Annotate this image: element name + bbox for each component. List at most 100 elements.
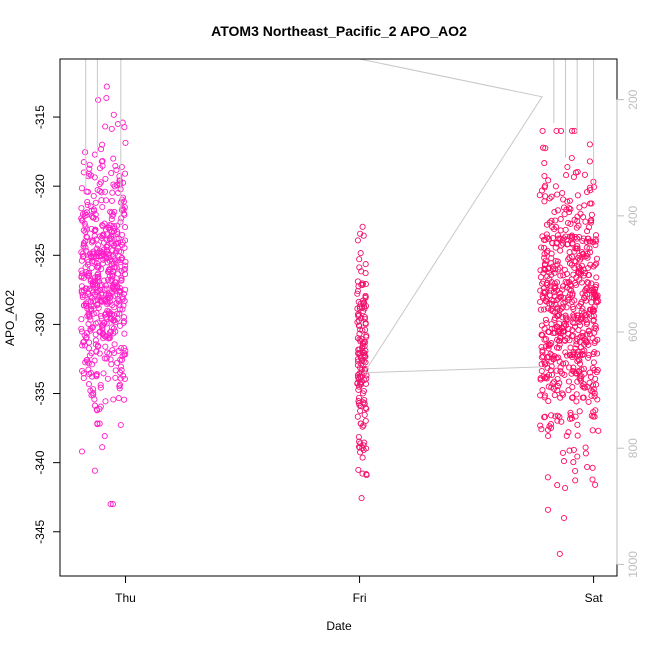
data-point xyxy=(548,363,555,370)
data-point xyxy=(356,305,363,312)
data-point xyxy=(554,383,561,390)
data-point xyxy=(589,335,596,342)
data-point xyxy=(544,506,552,513)
data-point xyxy=(82,149,89,156)
data-point xyxy=(90,192,97,200)
data-point xyxy=(89,295,96,302)
data-point xyxy=(575,263,582,270)
data-point xyxy=(562,337,569,344)
data-point xyxy=(108,240,115,247)
y-tick-label: -325 xyxy=(33,243,47,267)
data-point xyxy=(103,355,110,362)
data-point xyxy=(559,328,566,335)
data-point xyxy=(84,198,91,206)
data-point xyxy=(360,338,367,345)
data-point xyxy=(108,170,115,177)
data-point xyxy=(107,315,114,322)
data-point xyxy=(551,353,558,360)
data-point xyxy=(561,266,568,273)
data-point xyxy=(97,313,105,320)
data-point xyxy=(581,171,588,178)
data-point xyxy=(88,225,95,232)
data-point xyxy=(117,375,124,382)
data-point xyxy=(578,279,585,286)
data-point xyxy=(574,421,581,428)
data-point xyxy=(575,222,582,229)
data-point xyxy=(88,392,95,399)
data-point xyxy=(580,266,587,273)
y-tick-label: -320 xyxy=(33,174,47,198)
data-point xyxy=(92,337,99,344)
data-point xyxy=(555,328,562,335)
data-point xyxy=(91,396,98,403)
data-point xyxy=(103,83,110,90)
data-point xyxy=(572,345,579,352)
data-point xyxy=(87,203,94,210)
data-point xyxy=(582,218,589,225)
data-point xyxy=(86,352,93,359)
data-point xyxy=(101,332,108,339)
data-point xyxy=(548,321,555,328)
data-point xyxy=(82,238,89,245)
data-point xyxy=(83,226,90,233)
data-point xyxy=(118,277,125,284)
data-point xyxy=(565,429,572,436)
data-point xyxy=(570,364,577,371)
data-point xyxy=(556,320,563,327)
data-point xyxy=(588,211,595,218)
data-point xyxy=(85,366,92,373)
data-point xyxy=(566,337,573,344)
data-point xyxy=(594,292,601,299)
data-point xyxy=(591,390,598,397)
data-point xyxy=(109,347,116,354)
data-point xyxy=(570,173,577,181)
data-point xyxy=(542,316,549,323)
data-point xyxy=(80,339,87,346)
data-point xyxy=(88,207,95,214)
y-right-tick-label: 1000 xyxy=(626,551,640,578)
data-point xyxy=(354,305,361,312)
data-point xyxy=(359,343,366,350)
data-point xyxy=(111,341,118,348)
data-point xyxy=(551,392,558,399)
data-point xyxy=(85,290,92,297)
data-point xyxy=(546,329,553,336)
data-point xyxy=(549,305,556,312)
data-point xyxy=(118,345,125,352)
data-point xyxy=(116,383,123,390)
data-point xyxy=(106,257,113,264)
data-point xyxy=(80,159,87,166)
data-point xyxy=(545,269,552,276)
data-point xyxy=(121,224,129,231)
data-point xyxy=(114,315,121,322)
data-point xyxy=(593,274,600,281)
data-point xyxy=(116,306,123,313)
data-point xyxy=(547,421,554,428)
data-point xyxy=(538,426,545,433)
data-point xyxy=(564,279,571,286)
data-point xyxy=(84,234,91,241)
data-point xyxy=(578,262,585,269)
scatter-points xyxy=(78,83,602,557)
data-point xyxy=(101,433,108,440)
data-point xyxy=(83,302,90,309)
data-point xyxy=(95,96,102,104)
data-point xyxy=(559,449,566,456)
data-point xyxy=(576,318,583,325)
data-point xyxy=(559,237,566,244)
data-point xyxy=(592,236,599,243)
data-point xyxy=(105,266,112,273)
data-point xyxy=(354,379,361,386)
data-point xyxy=(554,304,561,311)
data-point xyxy=(122,271,129,278)
data-point xyxy=(122,258,129,265)
data-point xyxy=(355,386,362,393)
data-point xyxy=(92,227,99,234)
data-point xyxy=(549,380,556,387)
data-point xyxy=(118,254,126,261)
data-point xyxy=(587,187,594,194)
data-point xyxy=(565,297,572,304)
data-point xyxy=(360,387,368,395)
data-point xyxy=(547,285,554,292)
data-point xyxy=(116,248,123,255)
